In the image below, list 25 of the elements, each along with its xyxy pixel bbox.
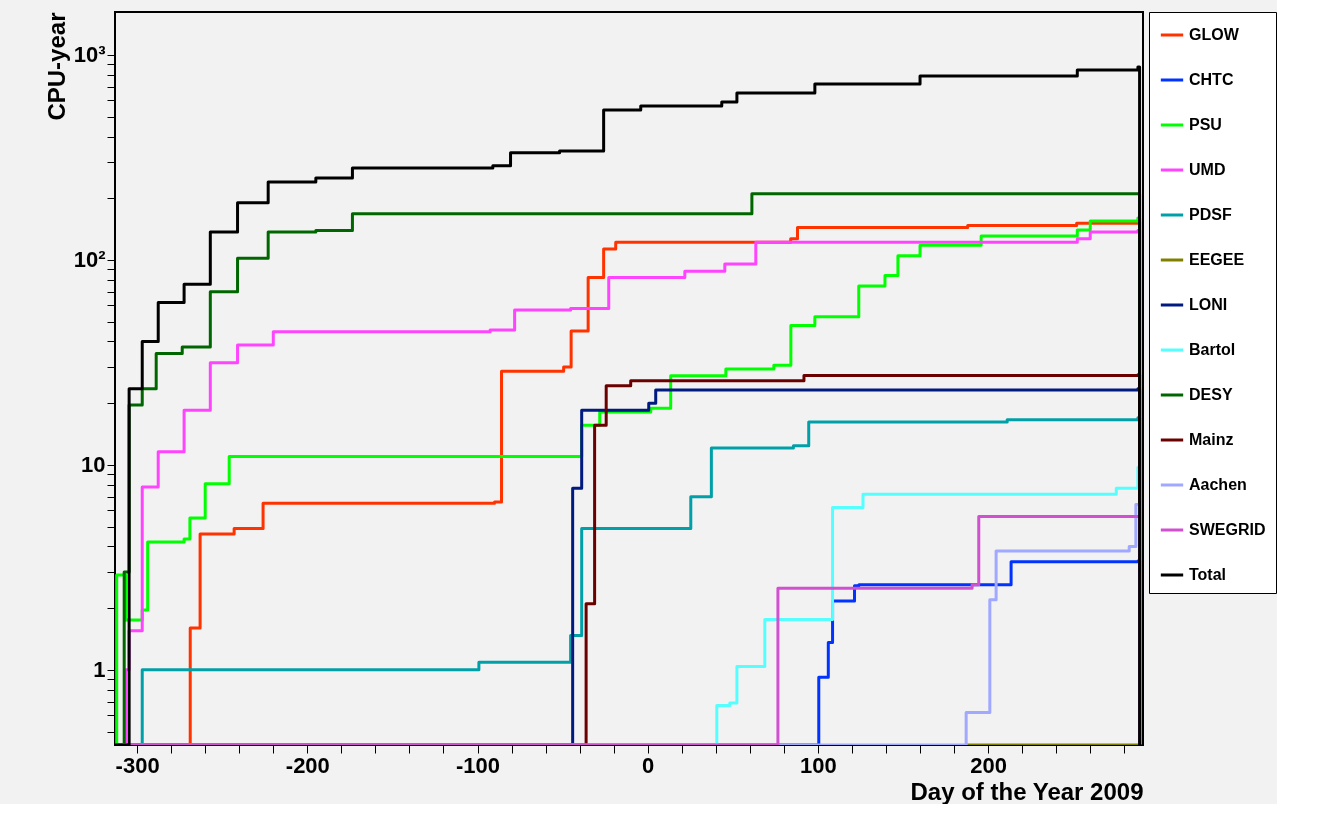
legend-label: SWEGRID [1189, 521, 1266, 538]
x-tick-label: -100 [456, 752, 501, 778]
legend-label: DESY [1189, 386, 1233, 403]
legend-label: Mainz [1189, 431, 1234, 448]
legend-label: LONI [1189, 296, 1228, 313]
x-tick-label: -200 [285, 752, 330, 778]
legend-label: UMD [1189, 161, 1226, 178]
x-tick-label: -300 [115, 752, 160, 778]
legend-label: PSU [1189, 116, 1222, 133]
legend-label: GLOW [1189, 26, 1240, 43]
y-tick-label: 10³ [73, 42, 106, 68]
legend-label: Total [1189, 566, 1227, 583]
x-axis-title: Day of the Year 2009 [910, 777, 1144, 805]
x-tick-label: 200 [970, 752, 1007, 778]
x-tick-label: 100 [800, 752, 837, 778]
legend-label: PDSF [1189, 206, 1232, 223]
y-tick-label: 1 [93, 657, 106, 683]
x-tick-label: 0 [642, 752, 655, 778]
legend-label: Aachen [1189, 476, 1247, 493]
legend-label: EEGEE [1189, 251, 1245, 268]
y-tick-label: 10² [73, 247, 106, 273]
legend-label: CHTC [1189, 71, 1234, 88]
y-tick-label: 10 [81, 452, 106, 478]
legend-label: Bartol [1189, 341, 1236, 358]
y-axis-title: CPU-year [42, 12, 70, 121]
